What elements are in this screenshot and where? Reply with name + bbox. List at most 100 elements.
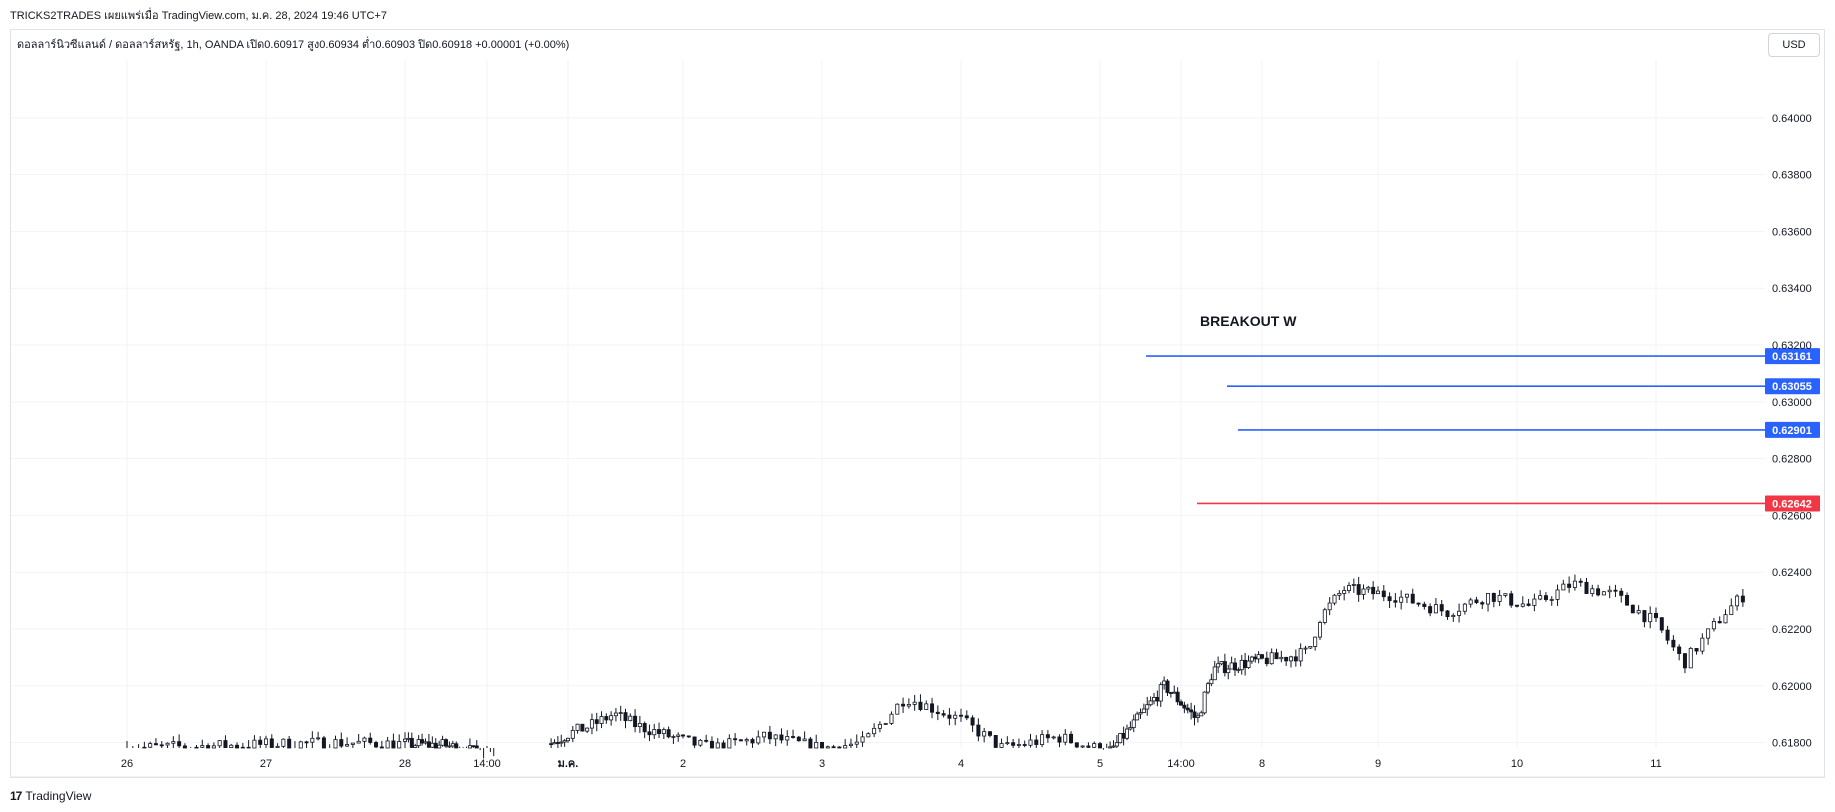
candle-down (1393, 600, 1398, 603)
time-tick-label: 10 (1511, 758, 1523, 770)
candle-down (704, 739, 709, 742)
candle-up (562, 740, 567, 743)
candle-up (1202, 691, 1207, 714)
candle-up (661, 729, 666, 734)
candle-up (1361, 588, 1366, 595)
candle-down (339, 739, 344, 747)
candle-up (618, 712, 623, 715)
candle-down (433, 742, 438, 749)
candle-down (1243, 659, 1248, 668)
candle-down (738, 739, 743, 742)
candle-down (993, 735, 998, 748)
candle-down (1264, 657, 1269, 665)
candle-down (1584, 581, 1589, 594)
currency-button[interactable]: USD (1768, 33, 1820, 57)
candle-down (321, 737, 326, 749)
candle-down (1480, 602, 1485, 605)
candle-down (409, 737, 414, 748)
candle-up (1080, 745, 1085, 748)
candle-up (585, 727, 590, 732)
candle-down (750, 739, 755, 744)
candle-down (555, 742, 560, 744)
candle-down (1428, 606, 1433, 614)
candle-down (1356, 584, 1361, 595)
time-tick-label: 26 (121, 758, 133, 770)
candle-up (1145, 704, 1150, 710)
candle-down (1155, 696, 1160, 702)
price-tick-label: 0.63200 (1772, 340, 1812, 352)
candle-down (1613, 589, 1618, 592)
candle-up (1538, 595, 1543, 600)
candle-up (148, 743, 153, 748)
candle-up (552, 742, 557, 745)
candle-up (912, 701, 917, 705)
candle-down (808, 738, 813, 749)
candle-up (1118, 733, 1123, 744)
candle-up (756, 736, 761, 744)
candle-up (240, 746, 245, 749)
candle-down (837, 746, 842, 749)
candle-up (1497, 595, 1502, 602)
candle-up (413, 745, 418, 748)
candle-up (1219, 661, 1224, 665)
candle-down (1381, 590, 1386, 598)
candle-up (1148, 700, 1153, 706)
candle-down (1293, 656, 1298, 662)
candle-down (1491, 593, 1496, 602)
candle-down (1659, 617, 1664, 631)
breakout-annotation: BREAKOUT W (1200, 313, 1297, 329)
price-level-label: 0.63055 (1772, 381, 1812, 393)
candle-down (1677, 646, 1682, 654)
time-tick-label: 8 (1259, 758, 1265, 770)
price-tick-label: 0.62600 (1772, 510, 1812, 522)
candle-up (1729, 605, 1734, 616)
candle-up (637, 723, 642, 728)
candle-down (820, 741, 825, 749)
candle-down (374, 742, 379, 748)
price-level-badge (1765, 495, 1820, 512)
candle-up (1520, 603, 1525, 607)
candle-up (1135, 713, 1140, 721)
candle-up (385, 740, 390, 749)
candle-up (1212, 666, 1217, 681)
time-axis: 26 27 28 14:00 ม.ค. 2 3 4 5 14:00 8 9 10 11 (11, 758, 1825, 778)
price-level-badge (1765, 421, 1820, 438)
candle-down (1098, 743, 1103, 749)
price-tick-label: 0.63400 (1772, 283, 1812, 295)
candle-down (159, 744, 164, 747)
time-tick-label: 14:00 (473, 758, 501, 770)
candle-up (1209, 679, 1214, 685)
time-tick-label: 11 (1650, 758, 1661, 770)
candle-up (229, 744, 234, 748)
candle-down (1074, 742, 1079, 748)
candle-down (1182, 704, 1187, 709)
candle-up (194, 746, 199, 749)
candle-up (467, 745, 472, 749)
time-tick-label: 5 (1097, 758, 1103, 770)
candle-down (1578, 580, 1583, 583)
candle-down (1526, 603, 1531, 606)
candle-down (304, 741, 309, 744)
price-tick-label: 0.63000 (1772, 397, 1812, 409)
candle-down (206, 745, 211, 749)
candle-down (1474, 599, 1479, 603)
candle-down (594, 719, 599, 724)
candle-up (217, 740, 222, 747)
candle-up (889, 713, 894, 724)
time-tick-label: 9 (1375, 758, 1381, 770)
candle-up (1648, 613, 1653, 623)
tradingview-brand[interactable]: 17 TradingView (10, 789, 91, 803)
candle-down (1233, 662, 1238, 671)
candle-up (727, 738, 732, 749)
candle-down (1168, 692, 1173, 694)
candle-up (1735, 595, 1740, 607)
candle-down (474, 745, 479, 749)
candle-up (1016, 744, 1021, 746)
time-tick-label: 3 (819, 758, 825, 770)
candle-down (831, 746, 836, 749)
tradingview-logo-icon: 17 (10, 789, 22, 803)
candle-up (430, 742, 435, 748)
candle-down (1179, 701, 1184, 706)
candle-down (1422, 603, 1427, 607)
